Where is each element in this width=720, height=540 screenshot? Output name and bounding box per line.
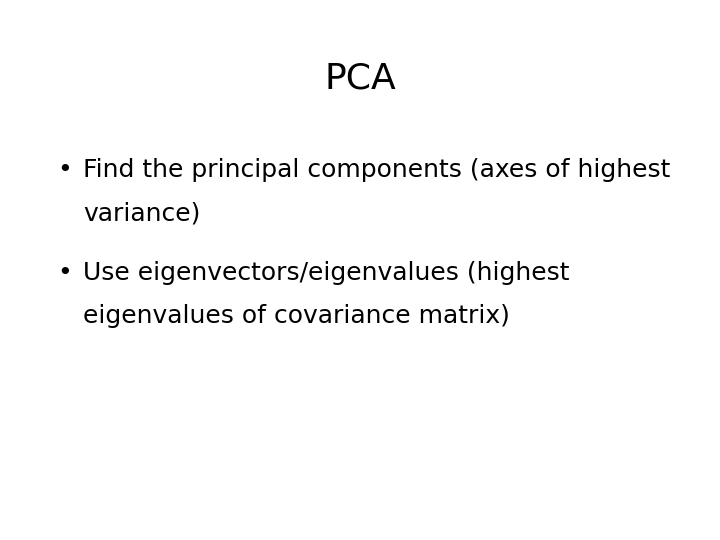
Text: PCA: PCA [324,62,396,95]
Text: •: • [58,261,72,285]
Text: eigenvalues of covariance matrix): eigenvalues of covariance matrix) [83,304,510,328]
Text: Use eigenvectors/eigenvalues (highest: Use eigenvectors/eigenvalues (highest [83,261,570,285]
Text: •: • [58,158,72,182]
Text: Find the principal components (axes of highest: Find the principal components (axes of h… [83,158,670,182]
Text: variance): variance) [83,201,200,225]
